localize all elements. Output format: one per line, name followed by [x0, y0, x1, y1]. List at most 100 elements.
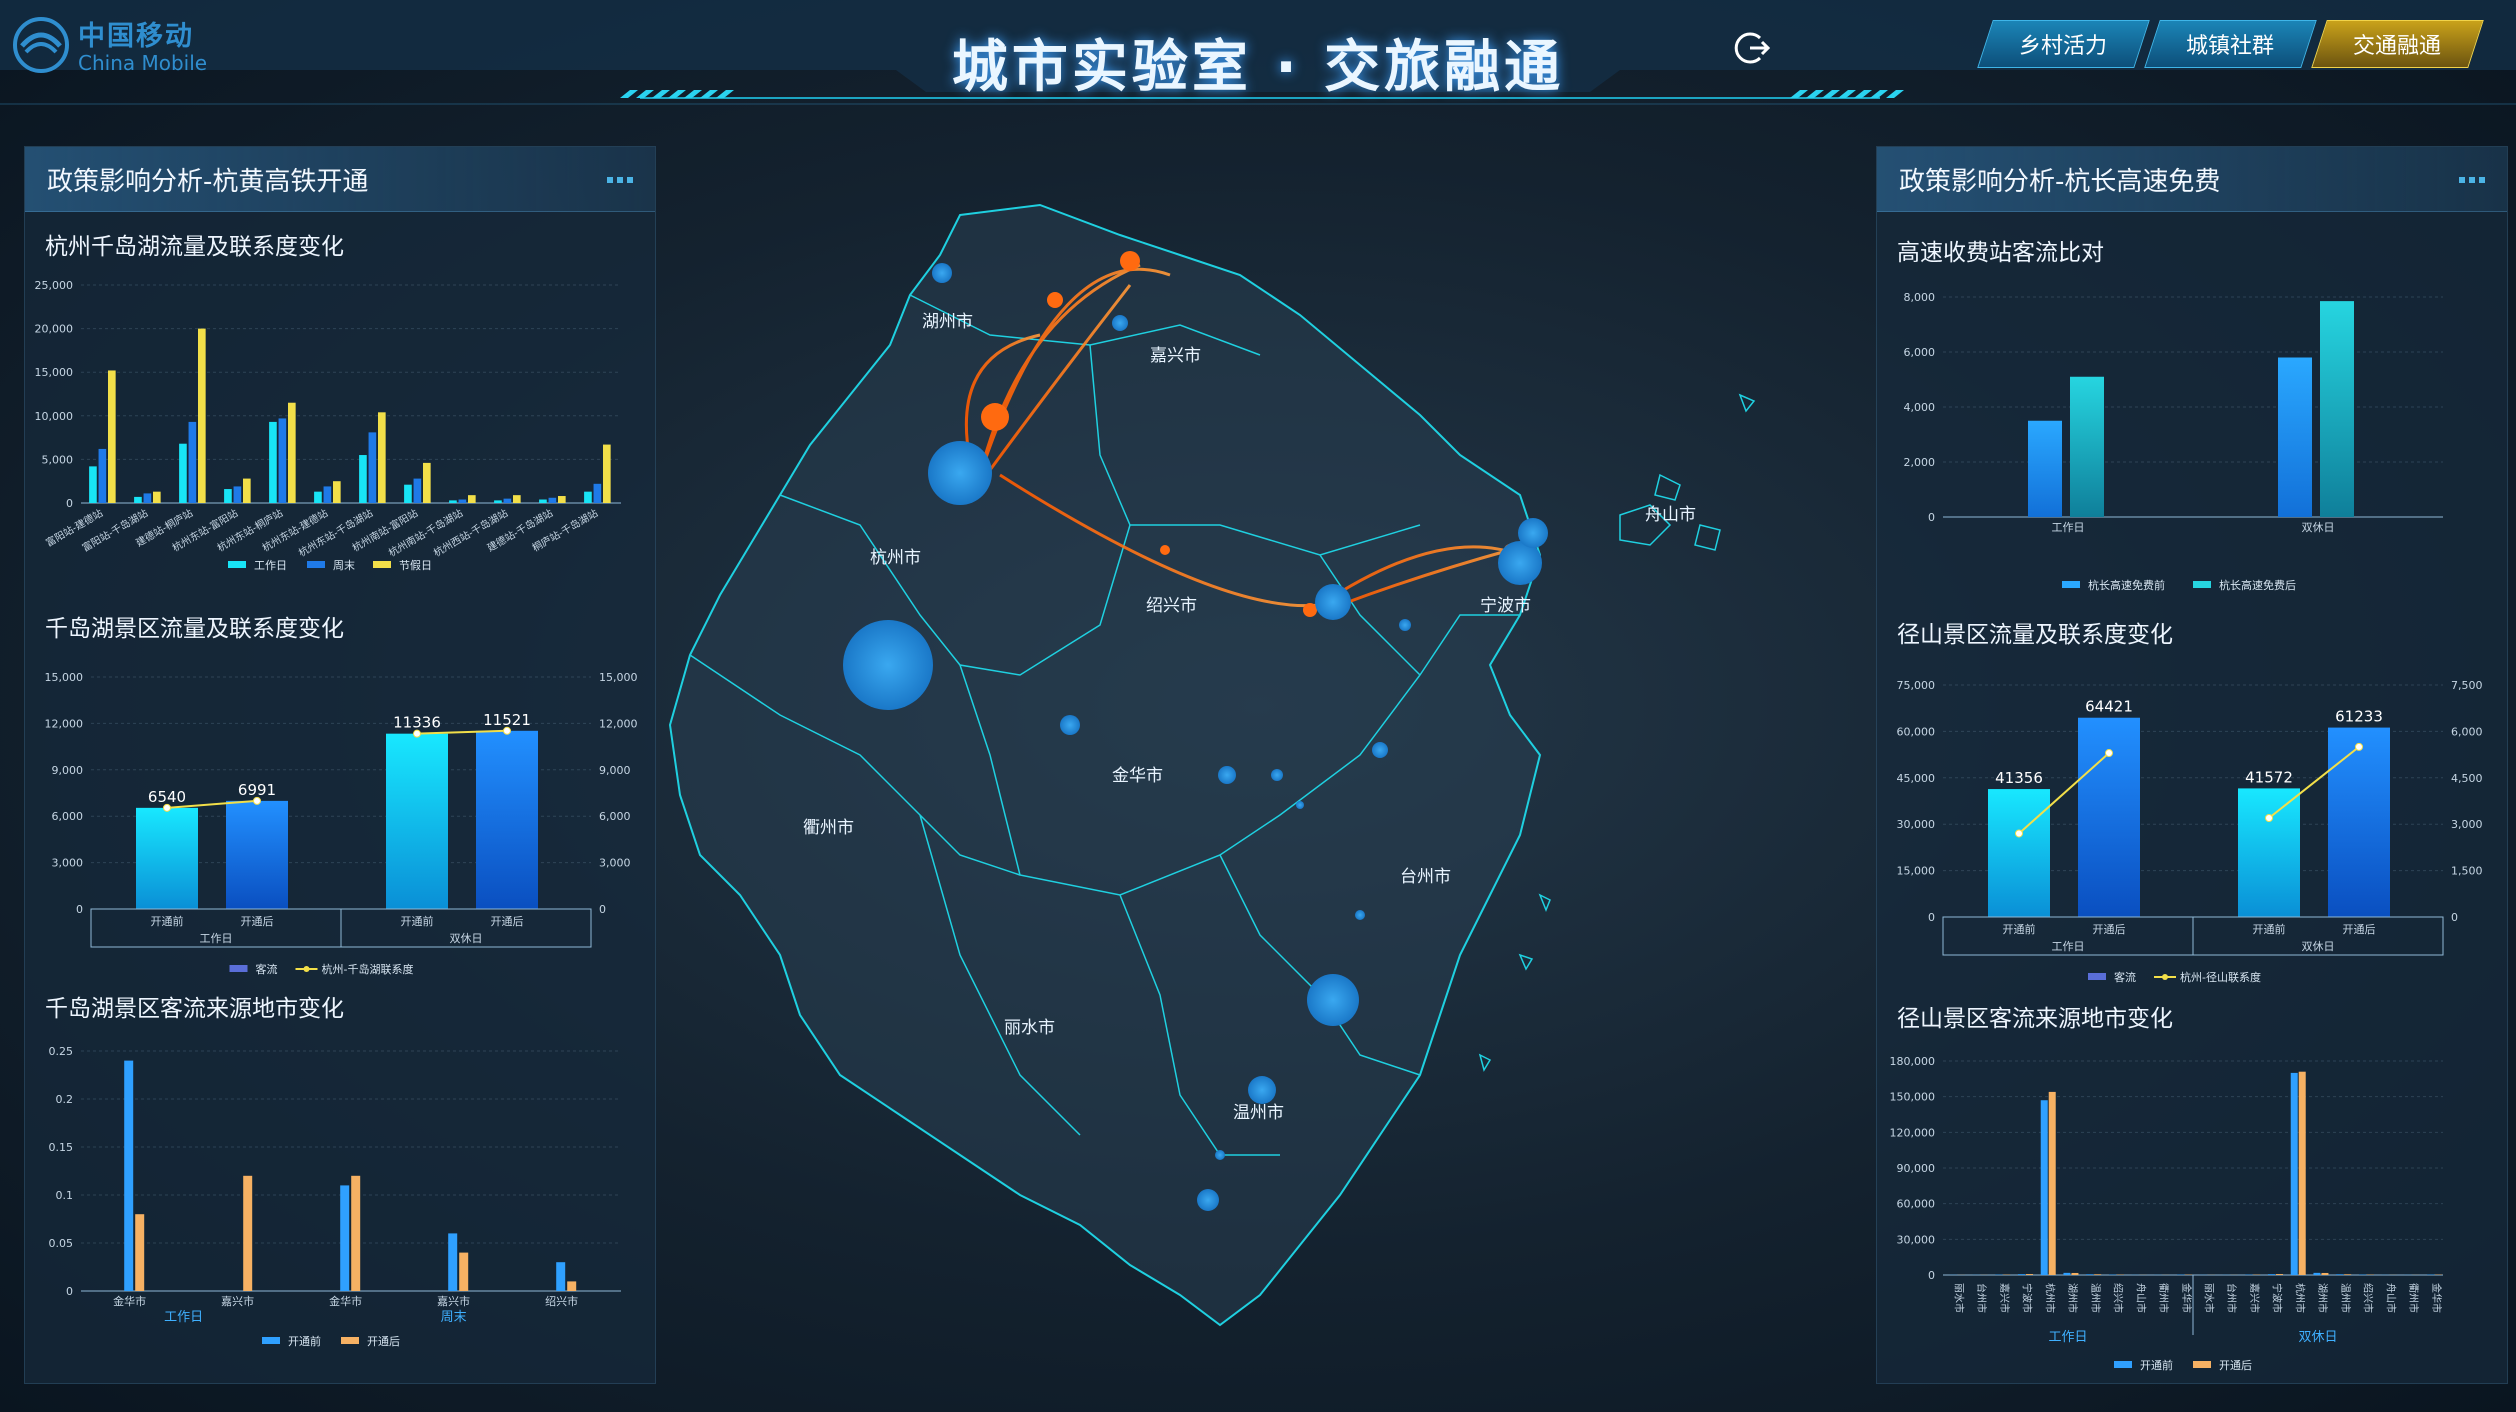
- x-tick-label: 杭州西站-千岛湖站: [431, 506, 510, 559]
- x-tick-label: 金华市: [2180, 1283, 2193, 1313]
- y-tick-label: 10,000: [35, 410, 74, 423]
- x-tick-label: 开通前: [151, 914, 184, 928]
- x-tick-label: 嘉兴市: [437, 1294, 470, 1308]
- right-chart2: 75,000 60,000 45,000 30,000 15,000 0 7,500 6,00…: [1897, 679, 2483, 984]
- bar: [567, 1281, 577, 1291]
- right-panel-header: 政策影响分析-杭长高速免费: [1877, 147, 2507, 212]
- legend-label: 杭长高速免费前: [2088, 578, 2165, 592]
- y-tick-label: 60,000: [1897, 725, 1936, 738]
- y-tick-label: 0: [1928, 511, 1935, 524]
- x-tick-label: 丽水市: [2203, 1283, 2216, 1313]
- right-panel: 政策影响分析-杭长高速免费 高速收费站客流比对 8,000 6,000 4,000 2…: [1876, 146, 2508, 1384]
- bar: [2094, 1274, 2102, 1275]
- x-tick-label: 工作日: [2052, 521, 2085, 534]
- bar: [503, 498, 512, 503]
- x-tick-label: 杭州南站-千岛湖站: [386, 506, 465, 559]
- y2-tick-label: 0: [2451, 911, 2458, 924]
- x-tick-label: 金华市: [329, 1294, 362, 1308]
- city-label: 绍兴市: [1146, 596, 1197, 616]
- data-label: 41356: [1995, 769, 2043, 787]
- bar: [351, 1175, 361, 1291]
- tab-transport-fusion[interactable]: 交通融通: [2311, 20, 2484, 68]
- line-point: [163, 803, 171, 812]
- province-outline: [668, 203, 1756, 1327]
- series-line: [166, 799, 258, 809]
- tab-rural-vitality[interactable]: 乡村活力: [1977, 20, 2150, 68]
- city-label: 台州市: [1400, 867, 1451, 887]
- bar: [368, 432, 377, 503]
- y-tick-label: 2,000: [1904, 456, 1936, 469]
- bar: [340, 1185, 350, 1291]
- bar: [143, 493, 152, 503]
- city-label: 杭州市: [870, 548, 921, 568]
- y-tick-label: 30,000: [1897, 818, 1936, 831]
- y-tick-label: 3,000: [52, 857, 84, 870]
- bar: [269, 421, 277, 503]
- y2-tick-label: 9,000: [599, 764, 631, 777]
- bar: [2268, 1274, 2275, 1275]
- city-label: 舟山市: [1645, 505, 1696, 525]
- bar: [494, 500, 502, 503]
- y2-tick-label: 3,000: [2451, 818, 2483, 831]
- bar: [476, 730, 538, 909]
- legend-swatch: [341, 1337, 359, 1344]
- legend-label: 节假日: [399, 558, 432, 572]
- bar: [556, 1262, 566, 1291]
- group-frame: [90, 908, 592, 948]
- right-chart1-title: 高速收费站客流比对: [1897, 240, 2104, 266]
- legend-label: 开通后: [2219, 1359, 2252, 1372]
- x-tick-label: 台州市: [2225, 1283, 2238, 1313]
- x-tick-label: 绍兴市: [2112, 1283, 2125, 1313]
- bar: [2238, 788, 2300, 917]
- exit-icon[interactable]: [1734, 28, 1774, 68]
- group-label: 工作日: [164, 1310, 203, 1325]
- legend-label: 开通前: [2140, 1358, 2173, 1372]
- y-tick-label: 0.15: [49, 1141, 74, 1154]
- group-label: 工作日: [2052, 940, 2085, 953]
- bar: [2321, 1272, 2329, 1275]
- nav-tabs: 乡村活力 城镇社群 交通融通: [1977, 20, 2484, 68]
- y-tick-label: 0.25: [49, 1045, 74, 1058]
- x-tick-label: 开通前: [2253, 922, 2286, 936]
- header: 中国移动 China Mobile 城市实验室 · 交旅融通 乡村活力 城镇社群…: [0, 0, 2516, 110]
- bar: [539, 499, 547, 503]
- bar: [413, 478, 422, 503]
- x-tick-label: 舟山市: [2134, 1283, 2147, 1313]
- y-tick-label: 25,000: [35, 279, 74, 292]
- y-tick-label: 6,000: [1904, 346, 1936, 359]
- y2-tick-label: 7,500: [2451, 679, 2483, 692]
- tab-town-community[interactable]: 城镇社群: [2144, 20, 2317, 68]
- bar: [513, 495, 521, 503]
- bar: [188, 421, 197, 503]
- bar: [323, 486, 332, 503]
- china-mobile-logo: 中国移动 China Mobile: [12, 14, 207, 75]
- x-tick-label: 绍兴市: [2362, 1283, 2375, 1313]
- group-label: 双休日: [450, 932, 483, 945]
- bar: [98, 448, 107, 503]
- y-tick-label: 15,000: [45, 671, 84, 684]
- legend-label: 工作日: [254, 559, 287, 572]
- y-tick-label: 15,000: [35, 366, 74, 379]
- bar: [558, 496, 566, 503]
- left-chart2-title: 千岛湖景区流量及联系度变化: [45, 616, 344, 642]
- legend-swatch: [228, 561, 246, 568]
- bar: [404, 484, 412, 503]
- right-chart2-title: 径山景区流量及联系度变化: [1897, 622, 2173, 648]
- bar: [449, 500, 457, 503]
- zhejiang-map[interactable]: 湖州市 嘉兴市 杭州市 绍兴市 宁波市 舟山市 衢州市 金华市 台州市 丽水市 …: [660, 195, 1840, 1355]
- legend-swatch: [2114, 1361, 2132, 1368]
- flow-arcs: [964, 263, 1521, 608]
- bar: [278, 418, 287, 503]
- x-tick-label: 双休日: [2302, 521, 2335, 534]
- left-chart3-title: 千岛湖景区客流来源地市变化: [45, 996, 344, 1022]
- series-line: [2018, 752, 2110, 835]
- y2-tick-label: 1,500: [2451, 865, 2483, 878]
- bar: [124, 1060, 134, 1291]
- x-tick-label: 开通前: [2003, 922, 2036, 936]
- legend-swatch: [2193, 1361, 2211, 1368]
- bar: [243, 478, 251, 503]
- bar: [2276, 1274, 2283, 1275]
- legend-label: 杭长高速免费后: [2219, 578, 2296, 592]
- bar: [179, 443, 187, 503]
- y-tick-label: 9,000: [52, 764, 84, 777]
